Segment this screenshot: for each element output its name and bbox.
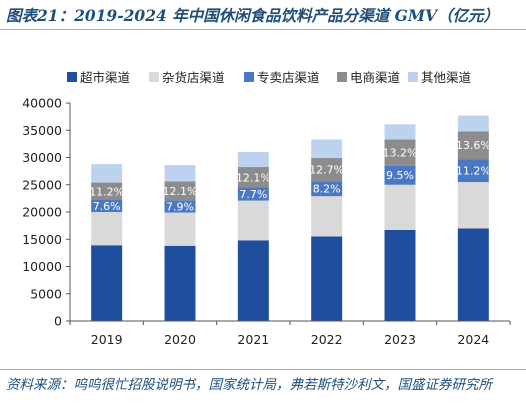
bar-segment [311, 181, 343, 197]
bar-segment [457, 131, 489, 160]
data-label: 7.9% [166, 200, 194, 213]
y-tick-label: 20000 [22, 205, 62, 220]
y-tick-label: 40000 [22, 96, 62, 111]
bar-segment [237, 240, 269, 321]
bar-segment [457, 228, 489, 321]
bar-segment [457, 182, 489, 229]
figure-source: 资料来源：呜呜很忙招股说明书，国家统计局，弗若斯特沙利文，国盛证券研究所 [6, 377, 492, 393]
bar-segment [91, 212, 123, 246]
legend-label: 杂货店渠道 [162, 70, 225, 85]
data-label: 12.1% [236, 171, 271, 184]
bar-segment [237, 152, 269, 168]
bar-segment [384, 124, 416, 140]
data-label: 9.5% [386, 169, 414, 182]
legend-label: 电商渠道 [350, 70, 401, 85]
bar-segment [311, 139, 343, 159]
x-tick-label: 2024 [457, 332, 489, 347]
bar-segment [384, 229, 416, 321]
bar-segment [311, 158, 343, 182]
y-tick-label: 30000 [22, 150, 62, 165]
y-tick-label: 5000 [30, 286, 62, 301]
x-tick-label: 2020 [164, 332, 196, 347]
data-label: 11.2% [89, 185, 124, 198]
bar-segment [164, 212, 196, 246]
x-tick-label: 2022 [311, 332, 343, 347]
bar-segment [164, 181, 196, 201]
legend-swatch [408, 72, 418, 82]
y-tick-label: 15000 [22, 232, 62, 247]
x-tick-label: 2019 [91, 332, 123, 347]
stacked-bar-chart: 超市渠道 杂货店渠道 专卖店渠道 电商渠道 其他渠道 0 5000 10000 15000 20… [22, 70, 511, 347]
y-tick-label: 10000 [22, 259, 62, 274]
bar-segment [237, 187, 269, 201]
x-tick-label: 2023 [384, 332, 416, 347]
data-label: 11.2% [456, 165, 491, 178]
y-tick-label: 25000 [22, 177, 62, 192]
legend-swatch [67, 72, 77, 82]
bar-segment [457, 159, 489, 183]
legend-label: 超市渠道 [80, 70, 131, 85]
bar-segment [164, 200, 196, 213]
y-tick-label: 35000 [22, 123, 62, 138]
bar-segment [384, 165, 416, 185]
data-label: 8.2% [313, 183, 341, 196]
data-label: 13.2% [383, 147, 418, 160]
bar-segment [164, 245, 196, 321]
bar-segment [91, 245, 123, 321]
bar-segment [311, 236, 343, 321]
y-axis: 0 5000 10000 15000 20000 25000 30000 35000 40000 [22, 96, 71, 329]
data-label: 7.6% [93, 200, 121, 213]
figure-title: 图表21：2019-2024 年中国休闲食品饮料产品分渠道 GMV（亿元） [6, 6, 499, 25]
bars [91, 115, 489, 321]
title-rule [0, 29, 526, 30]
bar-segment [237, 200, 269, 241]
data-labels: 7.6% 11.2% 7.9% 12.1% 7.7% 12.1% 8.2% 12.7% 9.5%… [89, 139, 491, 213]
bar-segment [91, 164, 123, 183]
legend-label: 其他渠道 [421, 70, 472, 85]
bar-segment [384, 184, 416, 230]
bar-segment [311, 196, 343, 237]
data-label: 12.1% [163, 185, 198, 198]
bar-segment [91, 182, 123, 201]
x-tick-label: 2021 [237, 332, 269, 347]
legend-label: 专卖店渠道 [257, 70, 320, 85]
y-tick-label: 0 [54, 314, 62, 329]
bar-segment [237, 167, 269, 188]
bar-segment [91, 200, 123, 212]
legend-swatch [244, 72, 254, 82]
data-label: 7.7% [239, 188, 267, 201]
source-rule [0, 369, 526, 370]
bar-segment [164, 165, 196, 182]
data-label: 12.7% [309, 164, 344, 177]
x-axis: 2019 2020 2021 2022 2023 2024 [69, 320, 511, 347]
legend-swatch [149, 72, 159, 82]
legend-swatch [337, 72, 347, 82]
legend: 超市渠道 杂货店渠道 专卖店渠道 电商渠道 其他渠道 [67, 70, 472, 85]
data-label: 13.6% [456, 139, 491, 152]
bar-segment [457, 115, 489, 132]
bar-segment [384, 139, 416, 166]
